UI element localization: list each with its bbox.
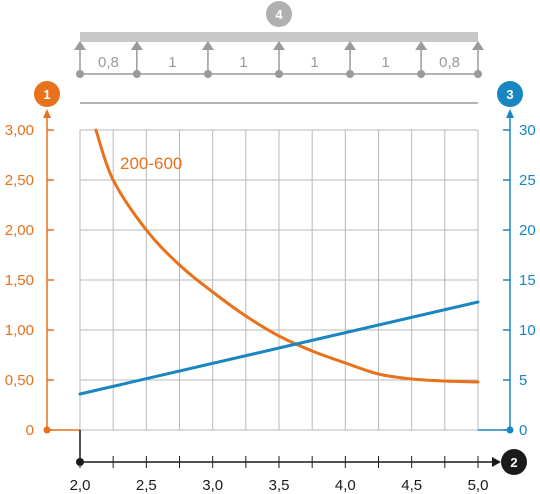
x-tick-label: 3,5 — [269, 477, 290, 494]
right-axis-badge — [497, 81, 523, 107]
series-line-2 — [78, 300, 480, 396]
x-tick-label: 4,5 — [401, 477, 422, 494]
span-label: 0,8 — [439, 54, 460, 71]
support-triangle — [130, 41, 143, 50]
left-tick-label: 1,00 — [5, 322, 34, 339]
right-tick-label: 10 — [519, 322, 536, 339]
span-label: 1 — [381, 54, 389, 71]
span-label: 1 — [168, 54, 176, 71]
support-triangle — [201, 41, 214, 50]
left-axis-badge — [34, 81, 60, 107]
support-node — [76, 70, 84, 78]
left-tick-label: 0 — [26, 422, 34, 439]
support-triangle — [74, 41, 86, 50]
left-tick-label: 1,50 — [5, 272, 34, 289]
right-tick-label: 5 — [519, 372, 527, 389]
right-tick-label: 0 — [519, 422, 527, 439]
right-tick-label: 15 — [519, 272, 536, 289]
x-axis-arrow — [492, 457, 501, 467]
x-tick-label: 2,5 — [136, 477, 157, 494]
span-label: 1 — [239, 54, 247, 71]
left-tick-label: 2,50 — [5, 172, 34, 189]
x-tick-label: 3,0 — [202, 477, 223, 494]
x-axis-badge-label: 2 — [510, 455, 517, 470]
x-tick-label: 4,0 — [335, 477, 356, 494]
left-axis-arrow — [43, 109, 51, 118]
series-lines — [78, 128, 480, 396]
x-axis-badge — [501, 449, 527, 475]
left-tick-label: 0,50 — [5, 372, 34, 389]
left-tick-label: 3,00 — [5, 122, 34, 139]
support-node — [203, 70, 212, 78]
axis-labels: 0 0,50 1,00 1,50 2,00 2,50 3,00 0 5 10 15 20 25 30 2,0… — [5, 122, 536, 494]
span-badge — [266, 1, 292, 27]
support-node — [275, 70, 283, 78]
series-line-1 — [94, 128, 480, 384]
support-triangle — [472, 41, 484, 50]
span-badge-label: 4 — [275, 7, 283, 22]
right-tick-label: 20 — [519, 222, 536, 239]
span-diagram: 0,8 1 1 1 1 0,8 — [74, 32, 484, 104]
grid — [79, 129, 479, 431]
left-tick-label: 2,00 — [5, 222, 34, 239]
axes: 4 1 3 2 — [34, 1, 527, 475]
series-label: 200-600 — [120, 154, 182, 173]
x-tick-label: 2,0 — [70, 477, 91, 494]
right-tick-label: 25 — [519, 172, 536, 189]
beam-bar — [80, 32, 478, 42]
support-node — [417, 70, 426, 78]
support-triangle — [415, 41, 428, 50]
support-node — [474, 70, 482, 78]
support-triangle — [273, 41, 285, 50]
left-axis-badge-label: 1 — [43, 87, 50, 102]
span-label: 0,8 — [98, 54, 119, 71]
support-node — [346, 70, 355, 78]
span-label: 1 — [310, 54, 318, 71]
right-tick-label: 30 — [519, 122, 536, 139]
support-node — [132, 70, 141, 78]
x-tick-label: 5,0 — [468, 477, 489, 494]
right-axis-badge-label: 3 — [506, 87, 513, 102]
support-triangle — [344, 41, 357, 50]
right-axis-arrow — [506, 109, 514, 118]
